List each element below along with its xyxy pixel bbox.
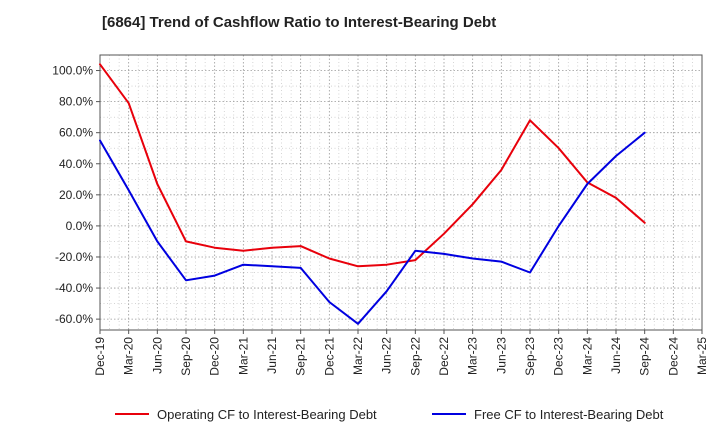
x-tick-label: Dec-24 xyxy=(666,337,680,376)
x-tick-label: Jun-22 xyxy=(380,337,394,374)
legend-label-1: Operating CF to Interest-Bearing Debt xyxy=(157,407,377,422)
x-tick-label: Dec-22 xyxy=(437,337,451,376)
x-tick-label: Dec-23 xyxy=(552,337,566,376)
y-tick-label: 60.0% xyxy=(59,126,93,140)
x-tick-label: Jun-20 xyxy=(150,337,164,374)
x-tick-label: Jun-21 xyxy=(265,337,279,374)
y-tick-label: 80.0% xyxy=(59,95,93,109)
x-tick-label: Mar-25 xyxy=(695,337,709,375)
x-tick-label: Jun-24 xyxy=(609,337,623,374)
chart-title: [6864] Trend of Cashflow Ratio to Intere… xyxy=(102,14,497,31)
y-tick-label: 40.0% xyxy=(59,157,93,171)
x-tick-label: Jun-23 xyxy=(494,337,508,374)
y-tick-label: -60.0% xyxy=(55,312,93,326)
y-tick-label: -40.0% xyxy=(55,281,93,295)
series-line-1 xyxy=(99,63,646,268)
x-tick-label: Mar-21 xyxy=(236,337,250,375)
x-tick-label: Dec-21 xyxy=(322,337,336,376)
y-tick-label: 0.0% xyxy=(66,219,94,233)
x-tick-label: Dec-20 xyxy=(208,337,222,376)
y-tick-label: 100.0% xyxy=(52,64,93,78)
x-tick-label: Dec-19 xyxy=(93,337,107,376)
legend-label-2: Free CF to Interest-Bearing Debt xyxy=(474,407,664,422)
x-tick-label: Sep-21 xyxy=(294,337,308,376)
x-tick-label: Sep-23 xyxy=(523,337,537,376)
series-line-2 xyxy=(99,131,646,325)
plot-frame xyxy=(99,54,703,331)
x-tick-label: Mar-23 xyxy=(466,337,480,375)
x-tick-label: Mar-20 xyxy=(122,337,136,375)
y-tick-label: 20.0% xyxy=(59,188,93,202)
x-tick-label: Mar-22 xyxy=(351,337,365,375)
x-tick-label: Sep-24 xyxy=(638,337,652,376)
x-tick-label: Mar-24 xyxy=(580,337,594,375)
x-tick-label: Sep-22 xyxy=(408,337,422,376)
x-tick-label: Sep-20 xyxy=(179,337,193,376)
y-tick-label: -20.0% xyxy=(55,250,93,264)
